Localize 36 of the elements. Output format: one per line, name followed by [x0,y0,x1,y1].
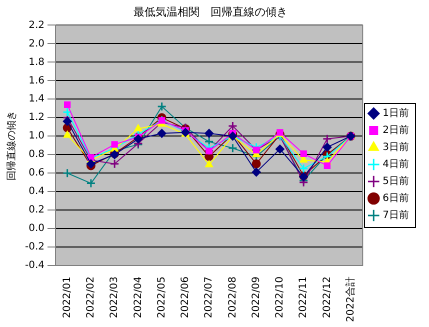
y-tick-label: 1.0 [28,130,45,142]
x-tick-label: 2022/05 [156,276,168,318]
legend-label: 1日前 [382,107,410,120]
y-tick-label: 1.8 [28,56,45,68]
y-tick-label: 0.0 [28,223,45,234]
y-tick-label: 0.2 [28,204,45,216]
x-tick-label: 2022/08 [227,276,238,318]
x-tick-label: 2022/10 [274,276,286,318]
y-axis-title: 回帰直線の傾き [6,110,18,180]
y-tick-label: 1.2 [28,112,45,124]
y-tick-label: 0.8 [28,149,45,160]
legend-label: 2日前 [382,124,410,136]
legend-label: 6日前 [382,192,410,204]
x-tick-label: 2022/01 [62,276,73,318]
chart-title: 最低気温相関 回帰直線の傾き [134,5,288,18]
x-tick-label: 2022/09 [250,276,262,318]
y-tick-label: 1.6 [28,75,45,86]
legend-label: 5日前 [382,175,410,188]
y-tick-label: 0.6 [28,168,45,179]
x-tick-label: 2022/02 [86,276,97,318]
y-tick-label: -0.2 [24,242,45,253]
x-tick-label: 2022/04 [132,276,144,318]
y-tick-label: 2.2 [28,20,45,31]
y-tick-label: 2.0 [28,38,45,50]
legend-label: 4日前 [382,158,410,170]
x-tick-label: 2022/03 [109,276,120,318]
x-tick-label: 2022/06 [180,276,192,318]
x-tick-label: 2022/12 [322,276,333,318]
legend-label: 7日前 [382,209,410,222]
y-tick-label: 0.4 [28,186,45,198]
legend-label: 3日前 [382,141,410,154]
x-tick-label: 2022/07 [204,276,215,318]
y-tick-label: -0.4 [24,260,45,272]
x-tick-label: 2022合計 [344,276,356,322]
x-tick-label: 2022/11 [298,276,310,318]
y-tick-label: 1.4 [28,94,45,105]
